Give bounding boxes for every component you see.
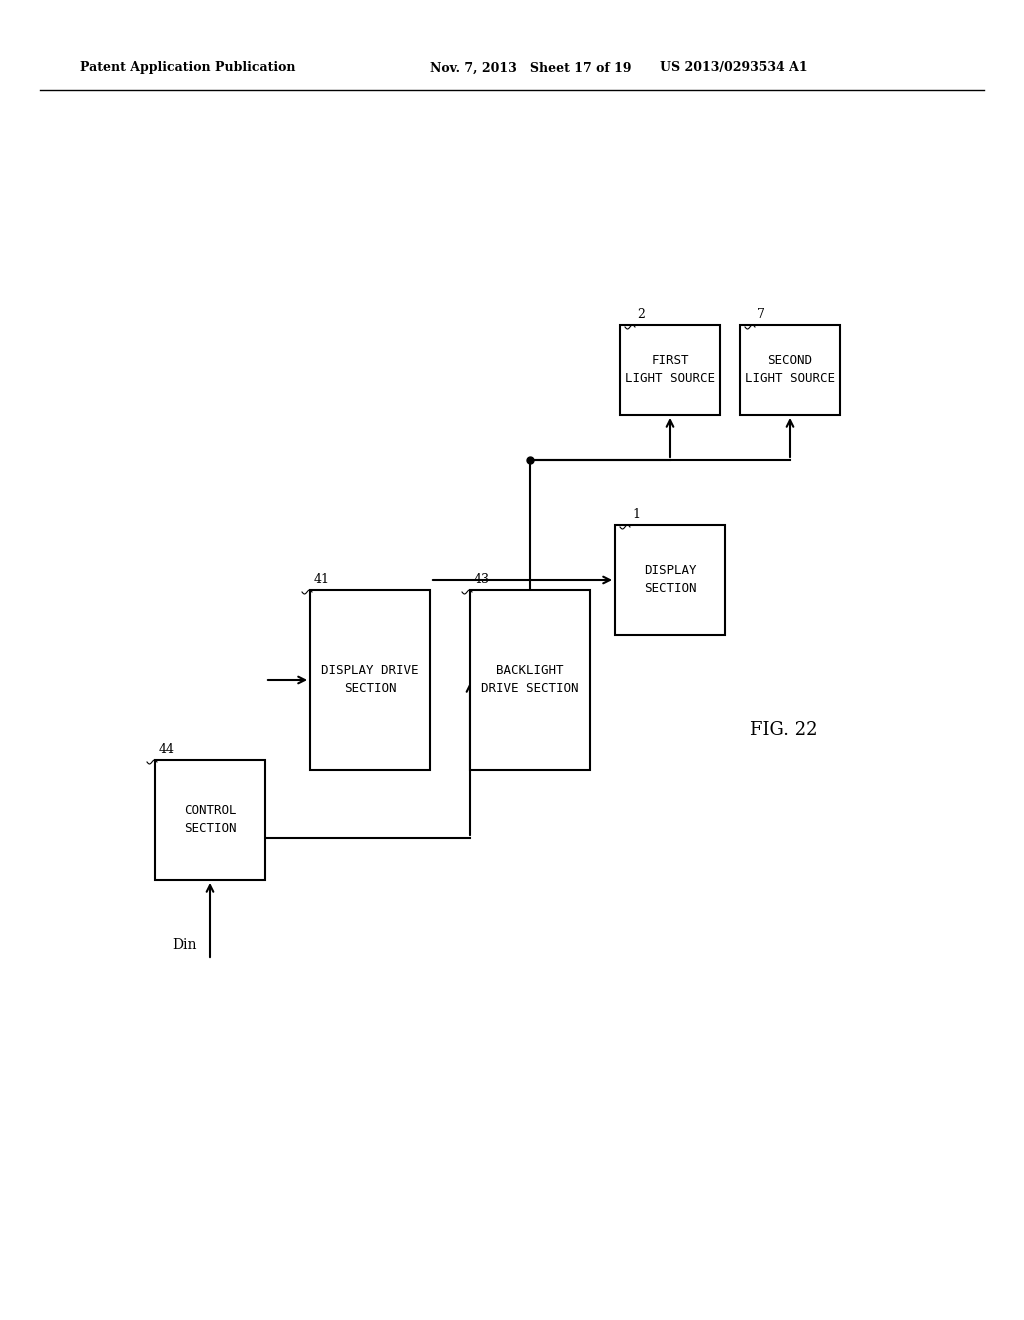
Bar <box>740 325 840 414</box>
Text: FIRST
LIGHT SOURCE: FIRST LIGHT SOURCE <box>625 355 715 385</box>
Text: BACKLIGHT
DRIVE SECTION: BACKLIGHT DRIVE SECTION <box>481 664 579 696</box>
Text: US 2013/0293534 A1: US 2013/0293534 A1 <box>660 62 808 74</box>
Bar <box>310 590 430 770</box>
Bar <box>155 760 265 880</box>
Text: DISPLAY DRIVE
SECTION: DISPLAY DRIVE SECTION <box>322 664 419 696</box>
Text: 44: 44 <box>159 743 175 756</box>
Bar <box>615 525 725 635</box>
Text: 41: 41 <box>314 573 330 586</box>
Text: DISPLAY
SECTION: DISPLAY SECTION <box>644 565 696 595</box>
Text: Nov. 7, 2013   Sheet 17 of 19: Nov. 7, 2013 Sheet 17 of 19 <box>430 62 632 74</box>
Text: 2: 2 <box>637 308 645 321</box>
Bar <box>620 325 720 414</box>
Text: CONTROL
SECTION: CONTROL SECTION <box>183 804 237 836</box>
Text: Patent Application Publication: Patent Application Publication <box>80 62 296 74</box>
Text: 7: 7 <box>757 308 765 321</box>
Text: FIG. 22: FIG. 22 <box>750 721 817 739</box>
Text: 43: 43 <box>474 573 490 586</box>
Text: SECOND
LIGHT SOURCE: SECOND LIGHT SOURCE <box>745 355 835 385</box>
Text: 1: 1 <box>632 508 640 521</box>
Text: Din: Din <box>172 939 197 952</box>
Bar <box>470 590 590 770</box>
